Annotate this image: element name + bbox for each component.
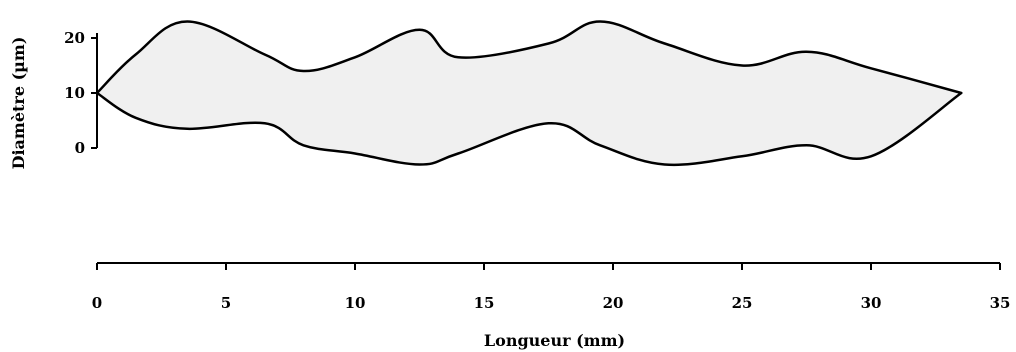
x-tick-label: 10 <box>345 294 366 312</box>
x-tick-label: 15 <box>474 294 495 312</box>
plot-area <box>95 20 963 167</box>
x-axis-label: Longueur (mm) <box>484 331 625 350</box>
x-tick-label: 35 <box>990 294 1011 312</box>
x-tick-label: 20 <box>603 294 624 312</box>
diameter-envelope-area <box>95 20 963 167</box>
y-axis-label: Diamètre (µm) <box>9 37 28 170</box>
x-tick-label: 5 <box>221 294 231 312</box>
x-tick-label: 25 <box>732 294 753 312</box>
y-tick-label: 10 <box>64 84 85 102</box>
y-tick-label: 0 <box>75 139 85 157</box>
x-tick-label: 0 <box>92 294 102 312</box>
y-axis: 0 10 20 <box>64 29 98 157</box>
y-tick-label: 20 <box>64 29 85 47</box>
x-axis: 0 5 10 15 20 25 30 35 <box>92 262 1011 312</box>
x-tick-label: 30 <box>861 294 882 312</box>
